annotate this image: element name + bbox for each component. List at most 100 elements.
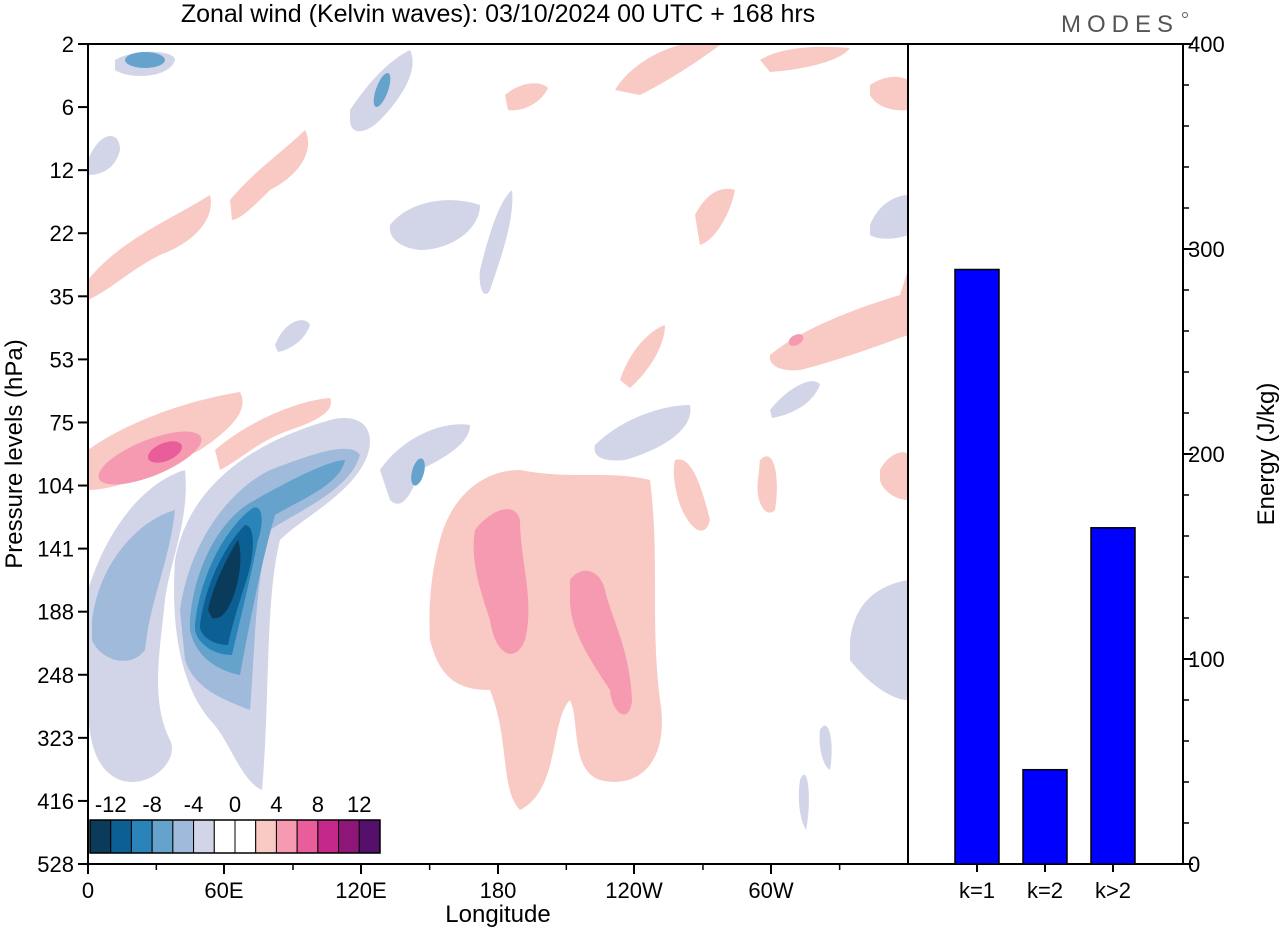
- colorbar-label: -8: [142, 792, 162, 817]
- contour-region-pos: [505, 83, 548, 111]
- contour-region-pos: [88, 195, 211, 300]
- energy-tick-label: 400: [1188, 32, 1225, 57]
- energy-bar: [954, 268, 1000, 865]
- contour-region-pos: [215, 398, 331, 470]
- y-tick-label: 75: [50, 410, 74, 435]
- contour-region-pos: [473, 509, 529, 654]
- y-tick-label: 248: [37, 663, 74, 688]
- energy-bar: [1022, 768, 1068, 865]
- y-tick-label: 53: [50, 347, 74, 372]
- contour-region-neg: [819, 725, 832, 770]
- colorbar-swatch: [172, 819, 195, 854]
- y-tick-label: 12: [50, 158, 74, 183]
- contour-region-pos: [880, 452, 908, 500]
- contour-region-neg: [870, 195, 908, 239]
- contour-region-pos: [570, 570, 632, 715]
- contour-field: [88, 45, 908, 830]
- contour-region-neg: [373, 72, 391, 108]
- colorbar-label: 8: [312, 792, 324, 817]
- x-tick-label: 60W: [748, 878, 793, 903]
- y-tick-label: 104: [37, 474, 74, 499]
- contour-region-pos: [673, 459, 710, 531]
- registered-mark-icon: [1182, 12, 1188, 18]
- y-tick-label: 416: [37, 789, 74, 814]
- x-tick-label: 180: [480, 878, 517, 903]
- x-tick-label: 0: [82, 878, 94, 903]
- energy-tick-label: 0: [1188, 852, 1200, 877]
- colorbar-swatch: [89, 819, 112, 854]
- contour-region-pos: [620, 325, 665, 388]
- colorbar-swatch: [358, 819, 381, 854]
- colorbar-label: 4: [270, 792, 282, 817]
- colorbar-swatch: [193, 819, 215, 854]
- contour-region-neg: [479, 190, 513, 294]
- contour-region-pos: [757, 456, 777, 513]
- contour-region-neg: [770, 381, 820, 418]
- colorbar-swatch: [213, 819, 236, 854]
- y-axis-label: Pressure levels (hPa): [1, 339, 28, 568]
- x-tick-label: 120W: [605, 878, 663, 903]
- colorbar-legend: -12 -8 -4 0 4 8 12: [89, 792, 381, 854]
- colorbar-swatch: [338, 819, 360, 854]
- contour-region-neg: [275, 320, 310, 352]
- contour-region-neg: [88, 136, 120, 175]
- colorbar-swatch: [275, 819, 298, 854]
- contour-region-neg: [594, 405, 691, 461]
- colorbar-swatch: [296, 819, 319, 854]
- colorbar-swatch: [317, 819, 340, 854]
- contour-region-pos: [769, 270, 908, 371]
- contour-region-pos: [760, 46, 850, 72]
- contour-region-pos: [230, 130, 309, 220]
- y-tick-label: 141: [37, 537, 74, 562]
- contour-region-neg: [850, 580, 908, 700]
- energy-tick-label: 100: [1188, 647, 1225, 672]
- contour-region-neg: [798, 774, 809, 830]
- x-axis-ticks: 0 60E 120E 180 120W 60W: [82, 864, 841, 903]
- contour-region-neg: [208, 540, 241, 619]
- energy-bar: [1090, 527, 1136, 865]
- colorbar-swatch: [234, 819, 257, 854]
- contour-region-pos: [615, 45, 720, 95]
- energy-bars: k=1 k=2 k>2: [954, 268, 1136, 903]
- energy-axis-ticks: 0 100 200 300 400: [1183, 32, 1225, 877]
- contour-region-neg: [380, 424, 470, 504]
- contour-region-neg: [411, 458, 425, 486]
- colorbar-frame: [89, 819, 381, 854]
- bar-category-label: k>2: [1095, 878, 1131, 903]
- bar-category-label: k=1: [959, 878, 995, 903]
- colorbar-swatch: [151, 819, 174, 854]
- colorbar-label: 12: [347, 792, 371, 817]
- contour-region-pos: [695, 188, 735, 245]
- y-axis-ticks: 2 6 12 22 35 53 75 104 141 188 248 323 416 528: [37, 32, 88, 877]
- y-tick-label: 6: [62, 95, 74, 120]
- bar-category-label: k=2: [1027, 878, 1063, 903]
- y-tick-label: 323: [37, 726, 74, 751]
- x-tick-label: 60E: [204, 878, 243, 903]
- x-axis-label: Longitude: [445, 901, 550, 928]
- x-tick-label: 120E: [335, 878, 386, 903]
- colorbar-swatch: [130, 819, 153, 854]
- modes-logo: MODES: [1061, 11, 1179, 38]
- contour-region-pos: [147, 441, 183, 463]
- energy-tick-label: 200: [1188, 442, 1225, 467]
- y-tick-label: 35: [50, 284, 74, 309]
- colorbar-label: 0: [229, 792, 241, 817]
- contour-region-neg: [389, 200, 480, 250]
- y-tick-label: 2: [62, 32, 74, 57]
- energy-tick-label: 300: [1188, 237, 1225, 262]
- energy-axis-label: Energy (J/kg): [1253, 383, 1280, 526]
- y-tick-label: 188: [37, 600, 74, 625]
- contour-region-neg: [92, 510, 175, 661]
- colorbar-label: -4: [184, 792, 204, 817]
- y-tick-label: 22: [50, 221, 74, 246]
- contour-region-pos: [788, 334, 804, 346]
- contour-region-pos: [870, 76, 908, 111]
- colorbar-swatch: [255, 819, 277, 854]
- y-tick-label: 528: [37, 852, 74, 877]
- chart-title: Zonal wind (Kelvin waves): 03/10/2024 00…: [181, 0, 815, 28]
- colorbar-swatch: [110, 819, 132, 854]
- colorbar-label: -12: [95, 792, 127, 817]
- contour-region-neg: [125, 52, 165, 68]
